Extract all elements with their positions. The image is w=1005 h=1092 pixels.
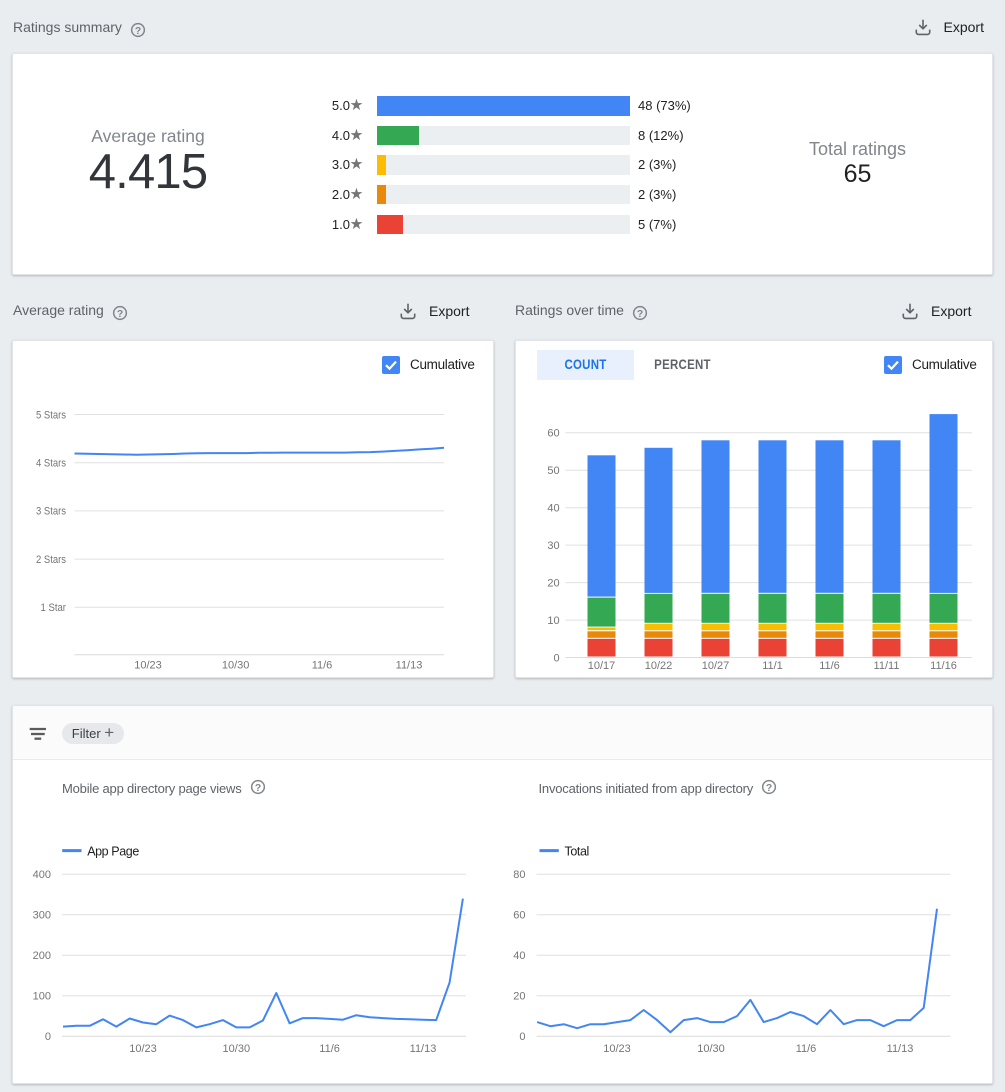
svg-text:20: 20 (547, 577, 559, 589)
svg-text:11/11: 11/11 (874, 660, 900, 672)
svg-text:4 Stars: 4 Stars (36, 458, 66, 470)
svg-text:11/1: 11/1 (762, 660, 783, 672)
svg-text:5 Stars: 5 Stars (36, 409, 66, 421)
svg-text:?: ? (254, 782, 260, 793)
svg-text:400: 400 (33, 869, 51, 881)
svg-text:10/17: 10/17 (588, 660, 616, 672)
svg-text:30: 30 (547, 540, 559, 552)
svg-text:11/6: 11/6 (819, 660, 840, 672)
svg-text:11/16: 11/16 (930, 660, 957, 672)
svg-text:11/6: 11/6 (319, 1043, 340, 1055)
svg-text:?: ? (117, 308, 123, 319)
svg-text:10/27: 10/27 (702, 660, 730, 672)
svg-text:App Page: App Page (87, 845, 139, 859)
svg-text:40: 40 (547, 503, 559, 515)
svg-text:10/30: 10/30 (222, 659, 250, 671)
svg-text:11/6: 11/6 (796, 1043, 817, 1055)
svg-text:10/23: 10/23 (603, 1043, 631, 1055)
svg-text:10/30: 10/30 (223, 1043, 251, 1055)
svg-text:0: 0 (553, 652, 559, 664)
svg-text:100: 100 (33, 991, 51, 1003)
svg-text:80: 80 (513, 869, 525, 881)
svg-text:10/23: 10/23 (134, 659, 162, 671)
svg-text:?: ? (637, 308, 643, 319)
svg-text:10: 10 (547, 615, 559, 627)
svg-text:10/23: 10/23 (129, 1043, 157, 1055)
svg-text:2 Stars: 2 Stars (36, 554, 66, 566)
svg-text:11/13: 11/13 (396, 659, 423, 671)
svg-text:50: 50 (547, 465, 559, 477)
svg-text:10/30: 10/30 (697, 1043, 725, 1055)
svg-text:40: 40 (513, 950, 525, 962)
svg-text:300: 300 (33, 910, 51, 922)
svg-text:20: 20 (513, 991, 525, 1003)
svg-text:11/6: 11/6 (312, 659, 333, 671)
svg-text:0: 0 (519, 1031, 525, 1043)
svg-text:11/13: 11/13 (410, 1043, 437, 1055)
svg-text:10/22: 10/22 (645, 660, 673, 672)
svg-text:1 Star: 1 Star (41, 602, 67, 614)
svg-text:3 Stars: 3 Stars (36, 506, 66, 518)
svg-text:?: ? (766, 782, 772, 793)
svg-text:60: 60 (547, 428, 559, 440)
svg-text:0: 0 (45, 1031, 51, 1043)
svg-text:?: ? (135, 25, 141, 36)
svg-text:200: 200 (33, 950, 51, 962)
svg-text:11/13: 11/13 (887, 1043, 914, 1055)
svg-text:Total: Total (565, 845, 589, 859)
svg-text:60: 60 (513, 910, 525, 922)
